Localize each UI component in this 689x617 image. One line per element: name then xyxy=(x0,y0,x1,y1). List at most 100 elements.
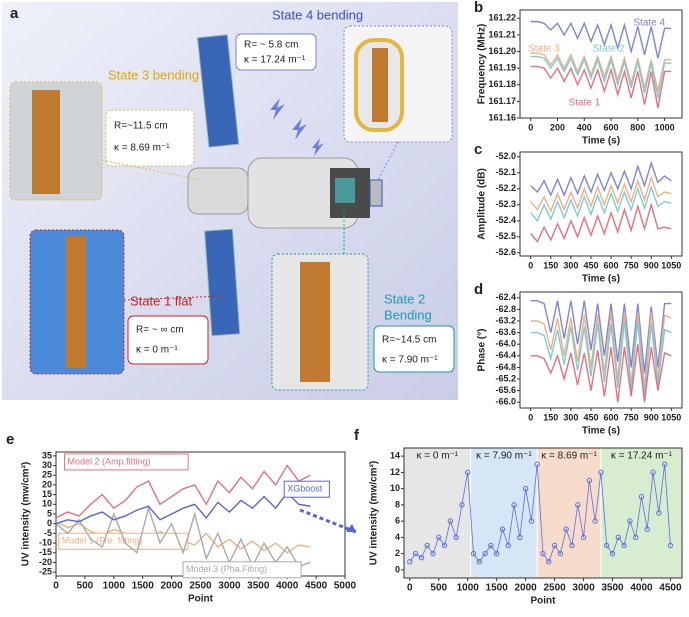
legend-box xyxy=(182,561,302,579)
data-point xyxy=(650,469,656,476)
x-tick-label: 0 xyxy=(528,260,533,270)
signal-icon xyxy=(292,118,307,140)
y-tick-label: 14 xyxy=(390,451,400,461)
series-line xyxy=(530,202,672,243)
y-tick-label: -15 xyxy=(39,547,52,557)
state-radius: R= ~ ∞ cm xyxy=(136,325,184,336)
y-tick-label: 161.20 xyxy=(488,46,516,56)
x-tick-label: 5000 xyxy=(334,581,357,592)
y-tick-label: -25 xyxy=(39,567,52,577)
panel-letter: d xyxy=(474,281,483,298)
data-point xyxy=(407,559,413,565)
data-point xyxy=(511,502,517,508)
series-line xyxy=(530,20,672,59)
series-line xyxy=(55,464,311,519)
y-tick-label: 20 xyxy=(42,479,52,489)
region xyxy=(600,447,683,579)
series-line xyxy=(530,160,672,198)
x-tick-label: 450 xyxy=(583,260,598,270)
y-tick-label: -62.8 xyxy=(495,304,516,314)
data-point xyxy=(592,518,598,524)
data-point xyxy=(551,542,558,549)
state-box xyxy=(105,109,195,167)
series-label: Model 3 (Pha.Fiting) xyxy=(186,564,267,574)
y-tick-label: 0 xyxy=(395,564,400,574)
y-tick-label: -65.6 xyxy=(495,385,516,395)
chart-panel: 0 200 400 600 800 1000 161.16 161.17 161.18 161.1… xyxy=(474,0,683,147)
solar-panel xyxy=(196,34,240,148)
y-tick-label: -66.0 xyxy=(495,397,516,407)
chart-panel: κ = 0 m⁻¹ κ = 7.90 m⁻¹ κ = 8.69 m⁻¹ κ = 17.… xyxy=(354,427,683,607)
x-tick-label: 4000 xyxy=(630,583,653,594)
x-tick-label: 1000 xyxy=(457,583,480,594)
sensor-photo xyxy=(300,262,330,382)
sensor xyxy=(335,178,355,203)
y-tick-label: -52.5 xyxy=(495,231,516,241)
sensor-photo xyxy=(66,236,86,368)
y-axis-label: UV intensity (mw/cm²) xyxy=(369,461,380,565)
x-tick-label: 500 xyxy=(77,581,94,592)
x-tick-label: 4500 xyxy=(659,583,682,594)
x-tick-label: 150 xyxy=(543,260,558,270)
x-tick-label: 3500 xyxy=(247,581,270,592)
x-tick-label: 1500 xyxy=(132,581,155,592)
data-point xyxy=(499,526,506,532)
data-point xyxy=(505,542,511,549)
series-label: Model 1 (Fre. fitting) xyxy=(62,536,143,546)
connector xyxy=(101,159,201,181)
x-axis-label: Point xyxy=(531,596,557,607)
legend-box xyxy=(58,532,189,550)
state-title: State 4 bending xyxy=(272,7,363,22)
chart-panel: 0 500 1000 1500 2000 2500 3000 3500 4000 4500 5000… xyxy=(6,431,357,605)
x-tick-label: 3000 xyxy=(572,583,595,594)
data-point xyxy=(598,469,604,476)
y-tick-label: 161.18 xyxy=(488,79,516,89)
y-tick-label: -64.0 xyxy=(495,339,516,349)
series-label: XGboost xyxy=(287,484,323,494)
series-label: State 2 xyxy=(593,44,625,55)
data-point xyxy=(580,534,587,541)
x-tick-label: 800 xyxy=(630,122,645,132)
data-point xyxy=(493,550,500,557)
data-point xyxy=(632,534,639,541)
x-tick-label: 1050 xyxy=(661,260,681,270)
data-point xyxy=(575,502,581,508)
state-title: Bending xyxy=(384,307,432,322)
spacecraft-module xyxy=(187,167,249,215)
plot-frame xyxy=(519,291,683,409)
y-tick-label: -52.0 xyxy=(495,151,516,161)
y-axis-label: UV intensity (mw/cm²) xyxy=(21,462,32,566)
y-tick-label: -52.3 xyxy=(495,199,516,209)
x-tick-label: 450 xyxy=(583,412,598,422)
data-point xyxy=(436,534,442,541)
x-tick-label: 0 xyxy=(407,583,413,594)
region xyxy=(470,447,538,579)
x-tick-label: 750 xyxy=(624,260,639,270)
data-point xyxy=(418,554,425,561)
state-curvature: κ = 0 m⁻¹ xyxy=(136,345,178,356)
plot-frame xyxy=(519,151,683,257)
y-tick-label: -52.2 xyxy=(495,183,516,193)
panel-letter: f xyxy=(354,427,360,444)
panel-letter: b xyxy=(474,0,483,16)
connector xyxy=(377,141,399,181)
state-box xyxy=(127,315,209,365)
series-label: State 1 xyxy=(569,98,601,109)
data-point xyxy=(424,542,430,549)
data-point xyxy=(465,469,471,476)
series-label: State 4 xyxy=(633,18,665,29)
x-tick-label: 400 xyxy=(577,122,592,132)
y-tick-label: -64.4 xyxy=(495,350,516,360)
series-line xyxy=(530,184,672,223)
y-tick-label: -20 xyxy=(39,557,52,567)
data-point xyxy=(615,534,621,541)
y-tick-label: 30 xyxy=(42,460,52,470)
data-point xyxy=(522,485,529,492)
y-tick-label: 4 xyxy=(395,532,400,542)
y-axis-label: Amplitude (dB) xyxy=(477,168,488,240)
data-point xyxy=(661,461,668,467)
state-radius: R=~11.5 cm xyxy=(114,121,168,132)
series-line xyxy=(530,55,672,99)
signal-icon xyxy=(312,138,324,156)
series-line xyxy=(530,312,672,388)
